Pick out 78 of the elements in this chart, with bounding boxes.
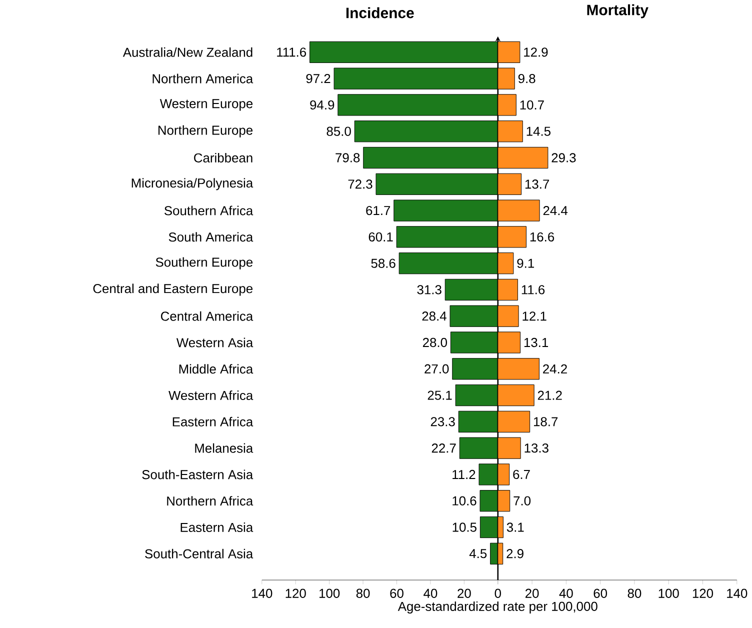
x-tick-label: 0 <box>494 588 501 598</box>
x-tick-label: 20 <box>458 588 471 598</box>
x-tick-label: 120 <box>286 588 306 598</box>
data-label: 85.0 <box>326 126 351 136</box>
x-tick-label: 100 <box>320 588 340 598</box>
x-axis-title: Age-standardized rate per 100,000 <box>398 602 598 614</box>
data-label: 31.3 <box>417 285 442 294</box>
x-tick-label: 40 <box>559 588 573 598</box>
data-label: 60.1 <box>368 232 393 242</box>
data-label: 10.6 <box>452 496 476 506</box>
data-label: 72.3 <box>348 180 372 189</box>
data-label: 13.3 <box>524 444 548 453</box>
data-label: 24.2 <box>543 364 567 374</box>
data-label: 58.6 <box>371 258 396 268</box>
data-label: 29.3 <box>552 153 576 162</box>
data-label: 12.9 <box>524 48 548 57</box>
data-label: 10.5 <box>452 522 476 532</box>
chart-title: Mortality <box>587 4 648 18</box>
y-tick-label: South-Eastern Asia <box>142 470 254 480</box>
y-tick-label: Southern Africa <box>164 206 254 216</box>
data-label: 14.5 <box>526 126 550 136</box>
data-label: 11.6 <box>522 285 545 294</box>
x-tick-label: 140 <box>727 588 748 598</box>
data-label: 10.7 <box>520 100 544 110</box>
x-tick-label: 40 <box>424 588 438 598</box>
data-label: 13.7 <box>525 180 550 189</box>
y-tick-label: Melanesia <box>195 443 254 453</box>
data-label: 25.1 <box>428 390 452 400</box>
y-tick-label: Micronesia/Polynesia <box>132 178 254 190</box>
x-tick-label: 80 <box>628 588 642 598</box>
x-tick-label: 60 <box>594 588 608 598</box>
y-tick-label: Caribbean <box>194 153 252 163</box>
data-label: 6.7 <box>513 470 530 480</box>
data-label: 4.5 <box>469 549 487 558</box>
y-tick-label: Northern Africa <box>167 496 254 506</box>
y-tick-label: Eastern Africa <box>172 416 254 427</box>
y-tick-label: South-Central Asia <box>145 548 254 558</box>
data-label: 23.3 <box>430 417 455 426</box>
data-label: 61.7 <box>366 206 390 216</box>
y-tick-label: Northern America <box>152 74 254 84</box>
data-label: 97.2 <box>306 74 330 84</box>
data-label: 21.2 <box>538 390 562 400</box>
data-label: 18.7 <box>534 417 558 426</box>
x-tick-label: 120 <box>692 588 714 598</box>
data-label: 7.0 <box>514 496 531 506</box>
data-label: 3.1 <box>506 522 524 532</box>
data-label: 9.8 <box>518 74 536 84</box>
data-label: 13.1 <box>524 338 548 348</box>
y-tick-label: Central and Eastern Europe <box>93 284 253 296</box>
data-label: 16.6 <box>530 232 554 242</box>
y-tick-label: Western Asia <box>176 338 254 348</box>
y-tick-label: Australia/New Zealand <box>122 47 252 57</box>
chart-title: Incidence <box>346 7 414 18</box>
data-label: 9.1 <box>517 258 534 268</box>
y-tick-label: Eastern Asia <box>180 522 254 532</box>
data-label: 79.8 <box>336 153 360 162</box>
data-label: 12.1 <box>522 312 546 321</box>
x-tick-label: 60 <box>390 588 404 598</box>
data-label: 22.7 <box>432 444 456 453</box>
y-tick-label: Northern Europe <box>158 125 253 138</box>
x-tick-label: 80 <box>356 588 370 598</box>
y-tick-label: Middle Africa <box>179 364 254 374</box>
data-label: 2.9 <box>506 549 524 558</box>
x-tick-label: 100 <box>658 588 679 598</box>
data-label: 11.2 <box>452 470 476 480</box>
data-label: 94.9 <box>310 100 334 110</box>
x-tick-label: 20 <box>525 588 539 598</box>
data-label: 27.0 <box>424 364 449 374</box>
x-tick-label: 140 <box>252 588 272 598</box>
data-label: 28.0 <box>422 338 448 348</box>
data-label: 28.4 <box>422 312 446 321</box>
y-tick-label: Western Europe <box>160 99 253 111</box>
y-tick-label: Southern Europe <box>156 257 253 270</box>
data-label: 111.6 <box>277 48 306 57</box>
y-tick-label: Central America <box>160 311 254 321</box>
y-tick-label: Western Africa <box>168 390 254 400</box>
data-label: 24.4 <box>543 206 568 216</box>
y-tick-label: South America <box>168 232 254 242</box>
